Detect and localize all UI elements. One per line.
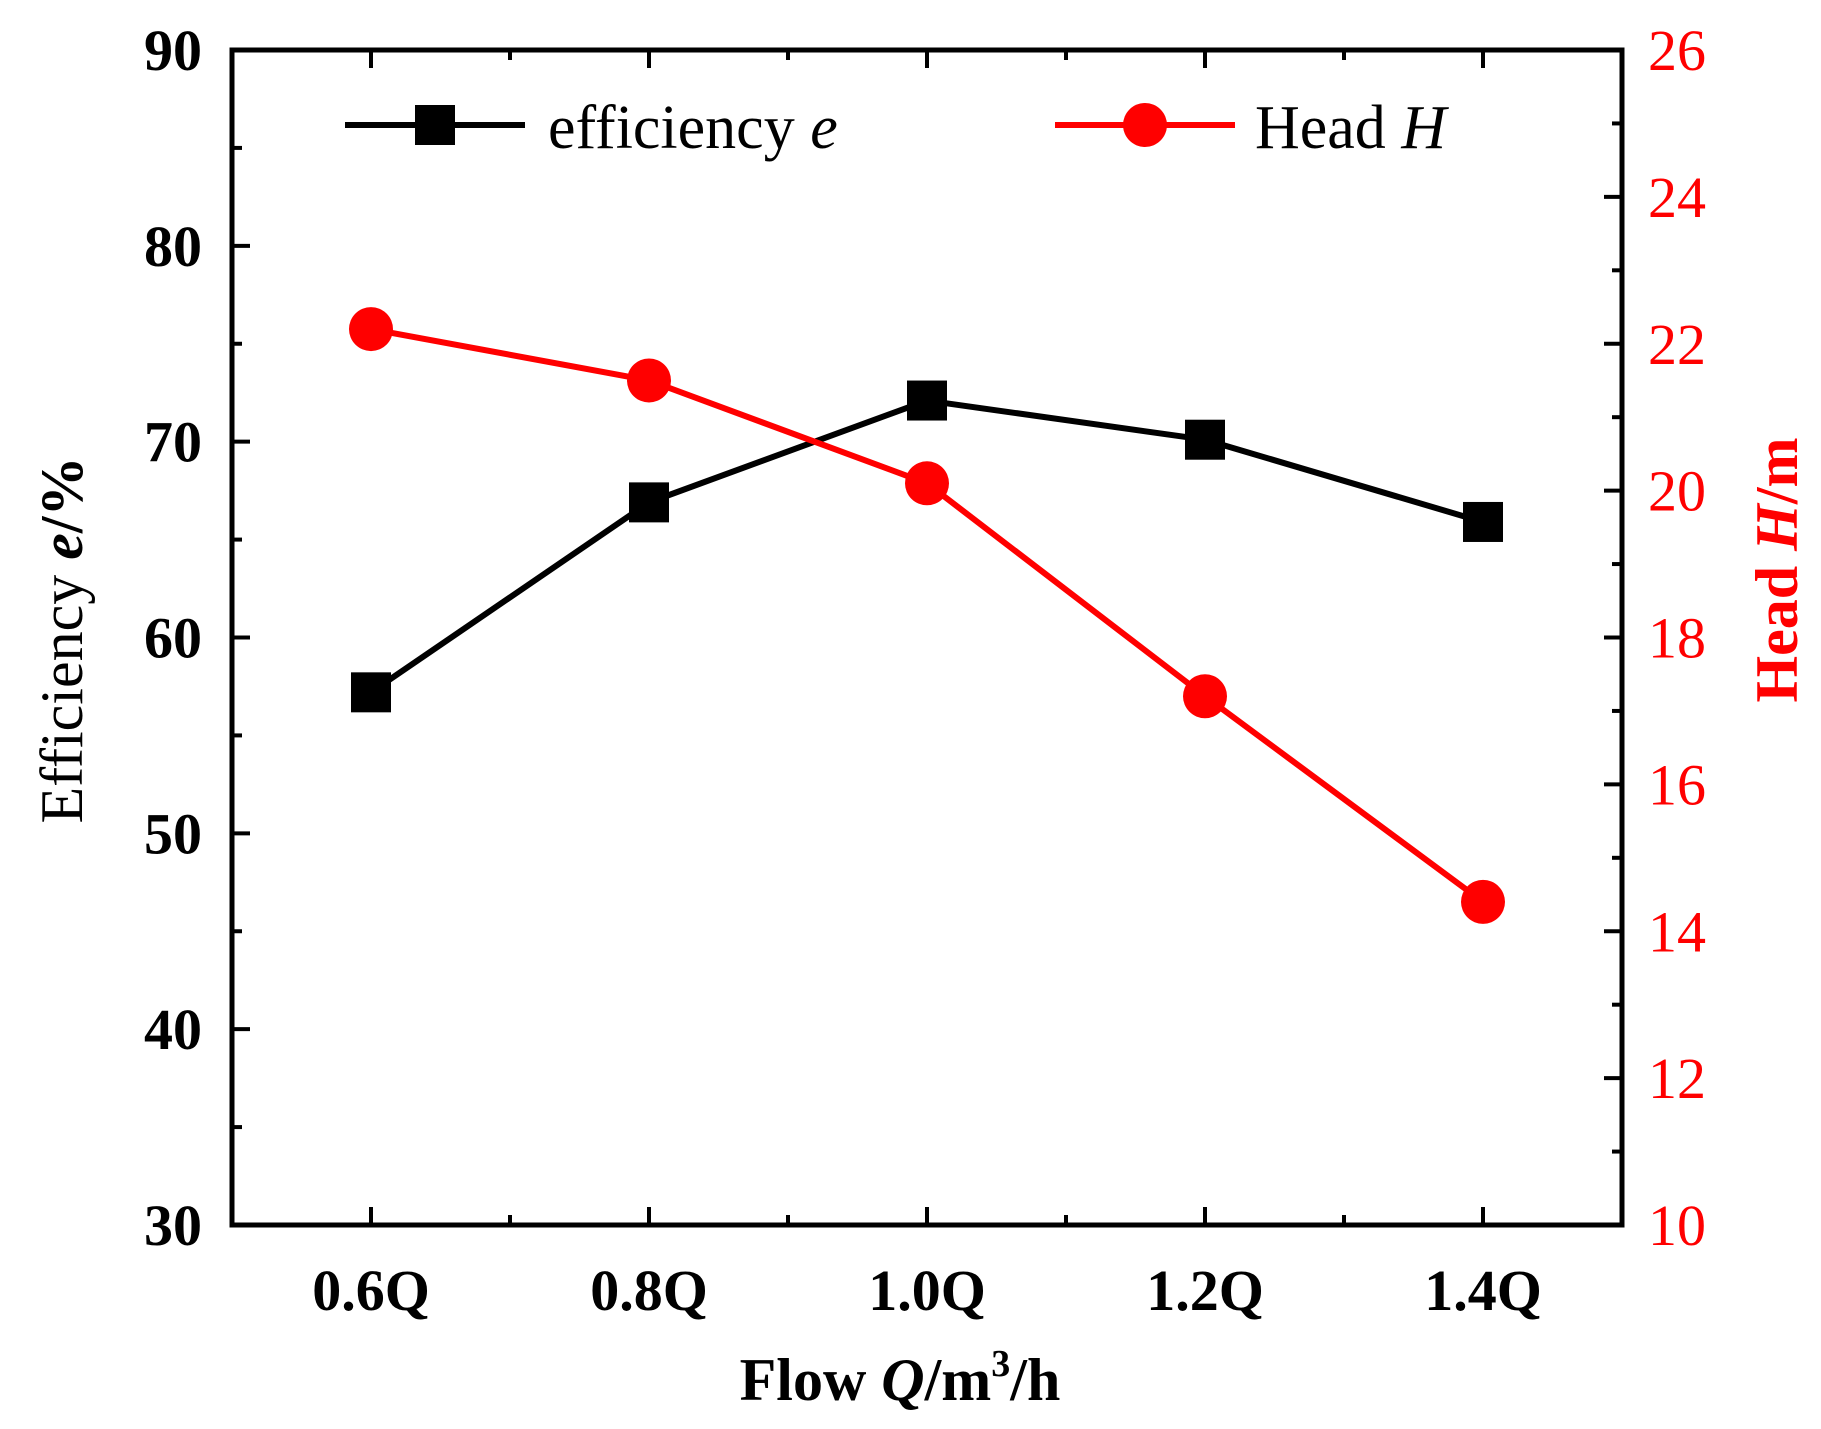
Head-data-point [905, 461, 949, 506]
Head-data-point [349, 307, 393, 352]
left-tick-label: 60 [144, 606, 202, 671]
right-tick-label: 10 [1648, 1193, 1706, 1258]
right-tick-label: 12 [1648, 1046, 1706, 1111]
right-axis-tick-labels: 10 12 14 16 18 20 22 24 26 [1648, 18, 1706, 1258]
left-tick-label: 90 [144, 18, 202, 83]
efficiency-data-point [351, 672, 391, 713]
Head-data-point [627, 358, 671, 403]
left-tick-label: 40 [144, 997, 202, 1062]
x-tick-label: 1.4Q [1424, 1258, 1542, 1323]
left-tick-label: 70 [144, 410, 202, 475]
right-tick-label: 16 [1648, 752, 1706, 817]
x-axis-tick-labels: 0.6Q 0.8Q 1.0Q 1.2Q 1.4Q [312, 1258, 1542, 1323]
efficiency-data-point [1185, 419, 1225, 460]
right-tick-label: 18 [1648, 606, 1706, 671]
x-tick-label: 0.8Q [590, 1258, 708, 1323]
x-tick-label: 1.0Q [868, 1258, 986, 1323]
plot-frame [229, 47, 1625, 1228]
legend: efficiency e Head H [345, 94, 1449, 162]
Head-data-point [1461, 879, 1505, 924]
series-layer [349, 307, 1505, 924]
axis-ticks [232, 48, 1622, 1227]
Head-data-point [1183, 674, 1227, 719]
legend-efficiency-marker [415, 105, 455, 145]
right-tick-label: 24 [1648, 165, 1706, 230]
efficiency-data-point [907, 380, 947, 421]
efficiency-data-point [1463, 501, 1503, 542]
left-tick-label: 80 [144, 214, 202, 279]
legend-head-marker [1123, 103, 1167, 147]
left-axis-tick-labels: 30 40 50 60 70 80 90 [144, 18, 202, 1258]
x-tick-label: 1.2Q [1146, 1258, 1264, 1323]
left-tick-label: 50 [144, 801, 202, 866]
right-tick-label: 20 [1648, 459, 1706, 524]
right-axis-title: Head H/m [1744, 438, 1810, 703]
right-tick-label: 22 [1648, 312, 1706, 377]
left-tick-label: 30 [144, 1193, 202, 1258]
right-tick-label: 26 [1648, 18, 1706, 83]
efficiency-series-line [369, 397, 1484, 695]
legend-efficiency-label: efficiency e [548, 94, 838, 162]
x-tick-label: 0.6Q [312, 1258, 430, 1323]
efficiency-data-point [629, 482, 669, 523]
legend-head-label: Head H [1255, 94, 1449, 162]
left-axis-title: Efficiency e/% [29, 456, 95, 823]
x-axis-title: Flow Q/m3/h [740, 1343, 1061, 1413]
right-tick-label: 14 [1648, 899, 1706, 964]
